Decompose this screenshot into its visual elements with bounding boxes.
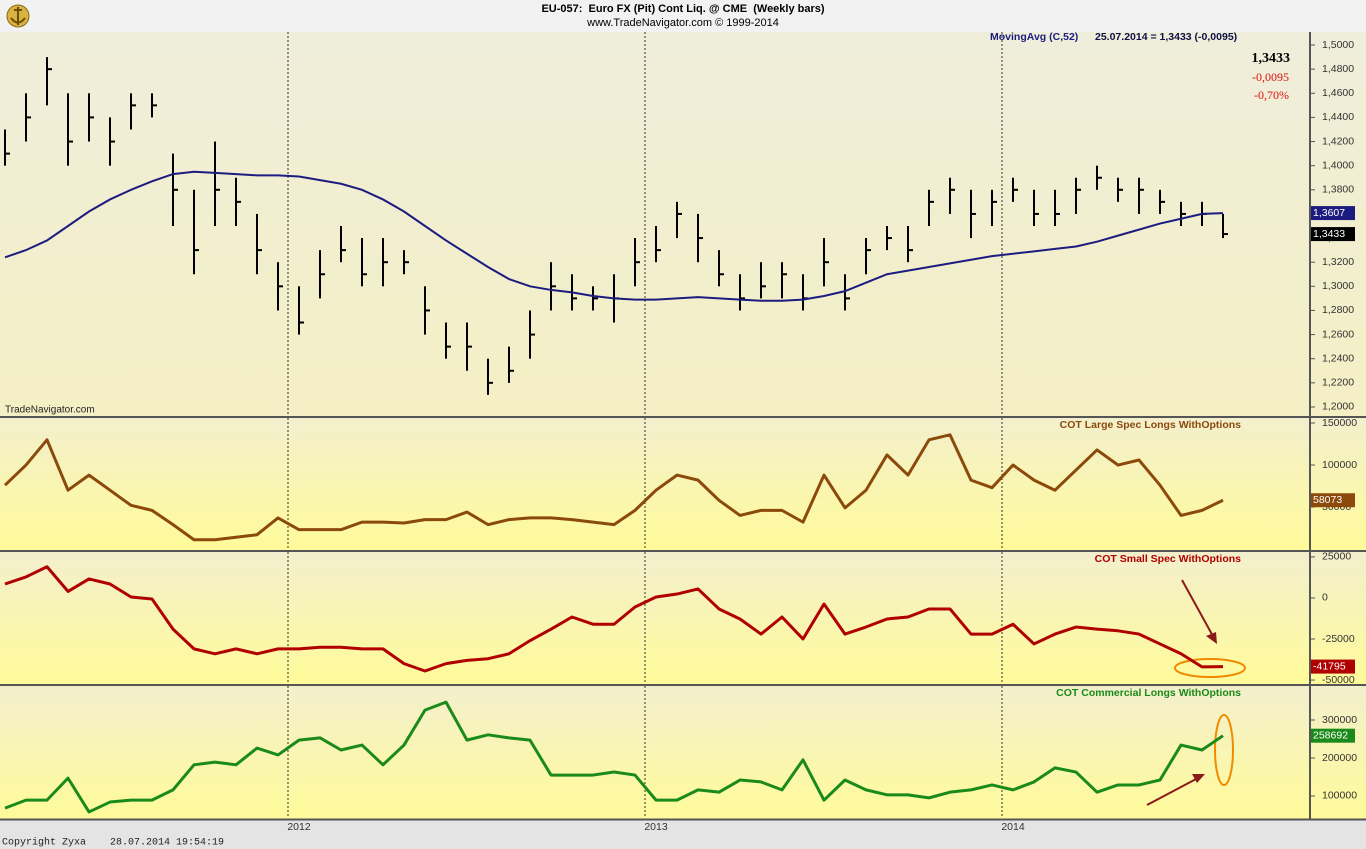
y-tick-label: 1,4800 [1322,63,1354,75]
y-tick-label: 25000 [1322,551,1351,563]
last-price: 1,3433 [1252,51,1291,66]
last-value-label: 58073 [1313,494,1342,506]
y-tick-label: -25000 [1322,633,1355,645]
y-tick-label: 1,2200 [1322,377,1354,389]
logo[interactable] [6,4,30,28]
chart-title: EU-057: Euro FX (Pit) Cont Liq. @ CME (W… [541,3,824,15]
series-name: COT Small Spec WithOptions [1095,553,1241,565]
footer-bg [0,820,1366,849]
last-value-box [1311,206,1355,221]
y-tick-label: 150000 [1322,417,1357,429]
panel-bg [0,32,1366,417]
watermark: TradeNavigator.com [5,405,95,416]
series-name: COT Commercial Longs WithOptions [1056,687,1241,699]
panel-bg [0,552,1366,684]
y-tick-label: 1,4400 [1322,111,1354,123]
last-value-label: 258692 [1313,729,1348,741]
y-tick-label: 1,5000 [1322,39,1354,51]
y-tick-label: 1,3000 [1322,280,1354,292]
moving-average [4,170,1224,302]
y-tick-label: 1,4000 [1322,159,1354,171]
overlay-name: MovingAvg (C,52) [990,31,1078,43]
y-tick-label: 100000 [1322,790,1357,802]
y-tick-label: 1,2000 [1322,401,1354,413]
price-change-pct: -0,70% [1254,88,1289,102]
price-change: -0,0095 [1252,70,1289,84]
annotations [1146,579,1246,806]
footer: Copyright Zyxa 28.07.2014 19:54:19 [2,837,224,849]
chart-subtitle: www.TradeNavigator.com © 1999-2014 [586,17,779,29]
y-tick-label: 200000 [1322,752,1357,764]
last-value-label: 1,3433 [1313,228,1345,240]
y-tick-label: 1,2600 [1322,328,1354,340]
y-tick-label: -50000 [1322,674,1355,686]
last-value-label: 1,3607 [1313,207,1345,219]
series-line [4,700,1224,814]
last-value-box [1311,728,1355,743]
y-tick-label: 1,3200 [1322,256,1354,268]
y-tick-label: 1,2800 [1322,304,1354,316]
y-tick-label: 1,4600 [1322,87,1354,99]
series-line [3,433,1224,542]
panel-borders [0,32,1366,821]
y-tick-label: 1,4200 [1322,135,1354,147]
y-tick-label: 300000 [1322,714,1357,726]
x-tick-label: 2014 [1001,821,1025,833]
series-name: COT Large Spec Longs WithOptions [1060,419,1241,431]
series-line [4,565,1224,673]
quote: 25.07.2014 = 1,3433 (-0,0095) [1095,31,1237,43]
y-tick-label: 1,3800 [1322,184,1354,196]
y-tick-label: 1,2400 [1322,352,1354,364]
last-value-box [1311,659,1355,674]
last-value-box [1311,493,1355,508]
panel-bg [0,686,1366,819]
y-tick-label: 0 [1322,592,1328,604]
last-value-label: -41795 [1313,660,1346,672]
last-value-box [1311,227,1355,242]
y-tick-label: 100000 [1322,459,1357,471]
panel-bg [0,418,1366,550]
x-tick-label: 2012 [287,821,311,833]
x-tick-label: 2013 [644,821,668,833]
header-bg [0,0,1366,32]
